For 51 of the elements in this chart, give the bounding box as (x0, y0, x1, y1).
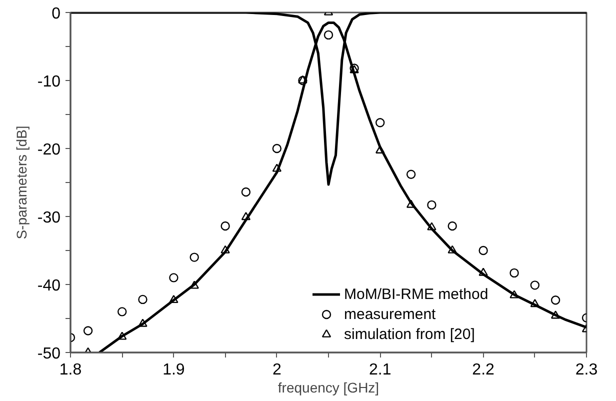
x-tick-label: 2.3 (575, 362, 598, 378)
point (550, 310, 560, 319)
point (478, 246, 488, 256)
y-tick-label: -40 (37, 278, 61, 294)
y-tick-label: -10 (37, 74, 61, 90)
point (510, 290, 519, 298)
point (376, 118, 385, 128)
x-tick-label: 2.1 (368, 362, 392, 378)
point (220, 221, 230, 231)
point (324, 30, 334, 40)
point (272, 164, 282, 172)
y-tick-label: 0 (52, 6, 61, 22)
x-tick-label: 2.2 (472, 362, 495, 378)
point (138, 294, 148, 304)
point (190, 280, 199, 289)
point (83, 326, 93, 336)
point (376, 145, 385, 154)
point (478, 268, 488, 276)
point (118, 332, 127, 340)
point (190, 252, 199, 262)
point (448, 221, 457, 231)
point (298, 76, 308, 86)
legend-label: measurement (344, 306, 436, 322)
point (241, 212, 251, 220)
point (530, 280, 540, 290)
y-axis-title: S-parameters [dB] (13, 126, 30, 240)
x-tick-label: 1.8 (59, 362, 82, 378)
point (220, 245, 230, 254)
point (406, 170, 416, 179)
point (241, 187, 251, 197)
legend-label: simulation from [20] (344, 326, 475, 342)
y-tick-label: -30 (37, 210, 61, 226)
y-tick-label: -20 (37, 142, 61, 158)
x-axis-title: frequency [GHz] (278, 380, 380, 396)
point (427, 200, 436, 210)
point (406, 200, 416, 208)
point (448, 245, 457, 254)
point (272, 144, 282, 154)
point (427, 222, 436, 230)
point (169, 294, 178, 304)
x-tick-label: 2 (272, 362, 282, 378)
point (298, 75, 308, 84)
point (530, 299, 540, 308)
point (550, 296, 560, 305)
x-tick-label: 1.9 (162, 362, 185, 378)
point (169, 273, 178, 282)
point (510, 268, 519, 278)
point (118, 307, 127, 316)
legend-label: MoM/BI-RME method (344, 286, 488, 302)
y-tick-label: -50 (37, 346, 61, 362)
point (138, 318, 148, 327)
